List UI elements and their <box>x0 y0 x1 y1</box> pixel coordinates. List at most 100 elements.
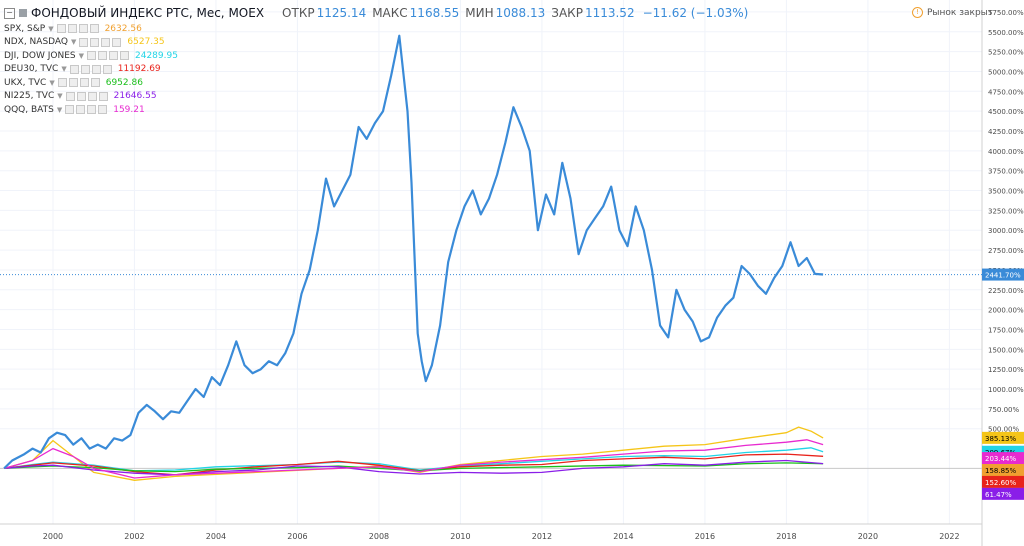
series-end-badge <box>982 452 1024 465</box>
legend-row-ndx[interactable]: NDX, NASDAQ ▼ 6527.35 <box>4 36 178 50</box>
close-value: 1113.52 <box>584 6 635 20</box>
legend-row-spx[interactable]: SPX, S&P ▼ 2632.56 <box>4 22 178 36</box>
y-tick-label: 2250.00% <box>988 287 1024 295</box>
x-tick-label: 2016 <box>695 532 715 541</box>
x-tick-label: 2010 <box>450 532 470 541</box>
series-line-0 <box>3 34 824 470</box>
y-tick-label: 750.00% <box>988 406 1019 414</box>
series-end-badge <box>982 464 1024 477</box>
eye-icon[interactable] <box>65 105 75 115</box>
plus-icon[interactable] <box>101 37 111 47</box>
eye-icon[interactable] <box>57 78 67 88</box>
settings-icon[interactable] <box>76 91 86 101</box>
x-tick-label: 2004 <box>206 532 226 541</box>
compare-legend: SPX, S&P ▼ 2632.56 NDX, NASDAQ ▼ 6527.35… <box>4 22 178 117</box>
legend-value: 6952.86 <box>105 77 143 88</box>
legend-symbol: NI225, TVC <box>4 91 55 102</box>
legend-value: 2632.56 <box>104 23 142 34</box>
chevron-down-icon[interactable]: ▼ <box>56 105 63 114</box>
market-status[interactable]: ! Рынок закрыт <box>912 7 993 18</box>
legend-row-dji[interactable]: DJI, DOW JONES ▼ 24289.95 <box>4 49 178 63</box>
legend-value: 21646.55 <box>113 91 157 102</box>
close-icon[interactable] <box>90 78 100 88</box>
legend-row-qqq[interactable]: QQQ, BATS ▼ 159.21 <box>4 103 178 117</box>
y-tick-label: 4000.00% <box>988 148 1024 156</box>
open-label: ОТКР <box>282 6 315 20</box>
series-line-5 <box>4 459 824 476</box>
x-tick-label: 2000 <box>43 532 63 541</box>
close-icon[interactable] <box>89 24 99 34</box>
eye-icon[interactable] <box>87 51 96 61</box>
settings-icon[interactable] <box>90 37 100 47</box>
current-value-badge <box>982 268 1024 281</box>
high-label: МАКС <box>372 6 408 20</box>
settings-icon[interactable] <box>67 24 77 34</box>
series-end-label: 152.60% <box>985 479 1016 487</box>
eye-icon[interactable] <box>56 24 66 34</box>
plus-icon[interactable] <box>79 78 89 88</box>
series-line-6 <box>3 439 824 479</box>
open-value: 1125.14 <box>316 6 367 20</box>
y-tick-label: 5000.00% <box>988 68 1024 76</box>
chevron-down-icon[interactable]: ▼ <box>71 38 77 47</box>
eye-icon[interactable] <box>79 37 89 47</box>
legend-row-ni225[interactable]: NI225, TVC ▼ 21646.55 <box>4 90 178 104</box>
settings-icon[interactable] <box>68 78 78 88</box>
series-end-badge <box>982 431 1024 444</box>
plus-icon[interactable] <box>109 51 118 61</box>
chevron-down-icon[interactable]: ▼ <box>57 92 63 101</box>
legend-value: 159.21 <box>113 104 145 115</box>
current-value-label: 2441.70% <box>985 272 1021 280</box>
settings-icon[interactable] <box>76 105 86 115</box>
low-label: МИН <box>465 6 494 20</box>
chevron-down-icon[interactable]: ▼ <box>61 65 67 74</box>
plus-icon[interactable] <box>78 24 88 34</box>
close-icon[interactable] <box>102 64 112 74</box>
chevron-down-icon[interactable]: ▼ <box>78 51 84 60</box>
chevron-down-icon[interactable]: ▼ <box>48 24 54 33</box>
close-label: ЗАКР <box>551 6 583 20</box>
series-line-2 <box>4 447 824 472</box>
settings-icon[interactable] <box>80 64 90 74</box>
plus-icon[interactable] <box>91 64 101 74</box>
market-closed-icon: ! <box>912 7 923 18</box>
high-value: 1168.55 <box>409 6 460 20</box>
close-icon[interactable] <box>98 105 108 115</box>
collapse-icon[interactable]: − <box>4 7 15 19</box>
legend-row-deu30[interactable]: DEU30, TVC ▼ 11192.69 <box>4 63 178 77</box>
chart-header: − ФОНДОВЫЙ ИНДЕКС РТС, Мес, MOEX ОТКР 11… <box>4 4 748 22</box>
legend-symbol: DEU30, TVC <box>4 64 59 75</box>
y-tick-label: 1500.00% <box>988 346 1024 354</box>
y-tick-label: 3500.00% <box>988 188 1024 196</box>
legend-value: 6527.35 <box>127 37 165 48</box>
legend-symbol: NDX, NASDAQ <box>4 37 69 48</box>
plus-icon[interactable] <box>87 105 97 115</box>
legend-row-ukx[interactable]: UKX, TVC ▼ 6952.86 <box>4 76 178 90</box>
legend-symbol: QQQ, BATS <box>4 104 54 115</box>
x-tick-label: 2006 <box>287 532 307 541</box>
x-tick-label: 2022 <box>939 532 959 541</box>
y-tick-label: 2750.00% <box>988 247 1024 255</box>
plus-icon[interactable] <box>87 91 97 101</box>
eye-icon[interactable] <box>69 64 79 74</box>
y-tick-label: 3250.00% <box>988 207 1024 215</box>
chevron-down-icon[interactable]: ▼ <box>49 78 55 87</box>
y-tick-label: 500.00% <box>988 426 1019 434</box>
x-tick-label: 2002 <box>124 532 144 541</box>
y-tick-label: 4250.00% <box>988 128 1024 136</box>
close-icon[interactable] <box>112 37 122 47</box>
y-tick-label: 1000.00% <box>988 386 1024 394</box>
symbol-title[interactable]: ФОНДОВЫЙ ИНДЕКС РТС, Мес, MOEX <box>31 6 265 20</box>
close-icon[interactable] <box>98 91 108 101</box>
close-icon[interactable] <box>120 51 129 61</box>
y-tick-label: 2000.00% <box>988 307 1024 315</box>
x-tick-label: 2012 <box>532 532 552 541</box>
x-tick-label: 2018 <box>776 532 796 541</box>
legend-value: 11192.69 <box>117 64 161 75</box>
eye-icon[interactable] <box>65 91 75 101</box>
exchange-flag-icon <box>19 9 27 17</box>
legend-value: 24289.95 <box>135 50 178 61</box>
settings-icon[interactable] <box>98 51 107 61</box>
series-end-label: 61.47% <box>985 491 1012 499</box>
